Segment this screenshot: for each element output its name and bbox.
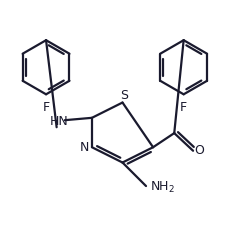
Text: F: F	[180, 101, 187, 114]
Text: F: F	[42, 101, 50, 114]
Text: N: N	[80, 141, 90, 154]
Text: S: S	[120, 89, 128, 102]
Text: O: O	[195, 144, 205, 157]
Text: NH$_2$: NH$_2$	[149, 180, 174, 195]
Text: HN: HN	[50, 115, 68, 128]
